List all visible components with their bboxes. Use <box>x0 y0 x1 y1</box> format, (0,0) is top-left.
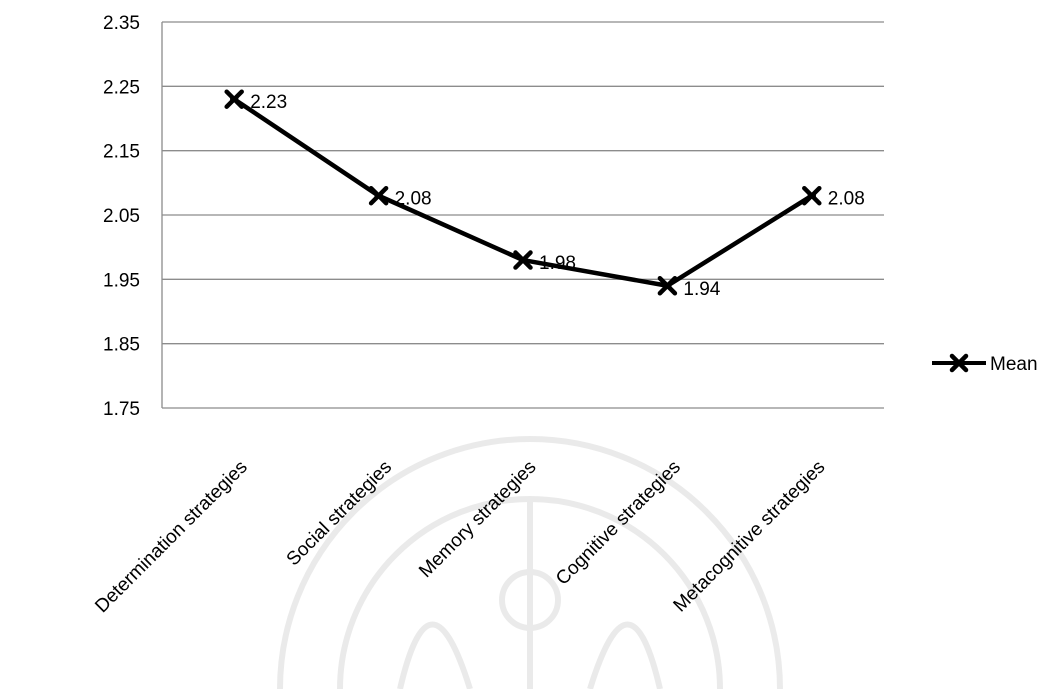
data-point-marker <box>368 185 389 206</box>
data-label: 2.23 <box>250 92 287 113</box>
x-axis-category-labels: Determination strategies Social strategie… <box>91 457 829 617</box>
data-point-marker <box>657 276 678 296</box>
data-label: 2.08 <box>828 189 865 210</box>
y-axis-tick-labels: 1.75 1.85 1.95 2.05 2.15 2.25 2.35 <box>103 13 140 420</box>
data-point-marker <box>513 250 533 270</box>
data-label: 1.98 <box>539 253 576 274</box>
y-tick-label: 2.15 <box>103 142 140 163</box>
data-labels: 2.23 2.08 1.98 1.94 2.08 <box>250 92 865 300</box>
y-tick-label: 2.05 <box>103 206 140 227</box>
y-tick-label: 1.85 <box>103 335 140 356</box>
x-category-label: Social strategies <box>283 457 396 570</box>
data-label: 1.94 <box>683 279 720 300</box>
data-point-marker <box>224 89 244 109</box>
data-point-marker <box>802 185 822 206</box>
legend: Mean <box>932 353 1038 375</box>
y-tick-label: 2.35 <box>103 13 140 34</box>
x-category-label: Memory strategies <box>415 457 540 582</box>
legend-marker <box>949 353 969 373</box>
y-tick-label: 1.95 <box>103 270 140 291</box>
x-category-label: Metacognitive strategies <box>670 457 830 617</box>
x-category-label: Cognitive strategies <box>552 457 685 590</box>
watermark-seal <box>277 436 783 689</box>
y-tick-label: 2.25 <box>103 77 140 98</box>
gridlines <box>161 21 884 409</box>
series-mean <box>224 89 822 296</box>
x-category-label: Determination strategies <box>91 457 251 617</box>
data-label: 2.08 <box>395 189 432 210</box>
y-tick-label: 1.75 <box>103 399 140 420</box>
legend-series-name: Mean <box>990 354 1038 375</box>
